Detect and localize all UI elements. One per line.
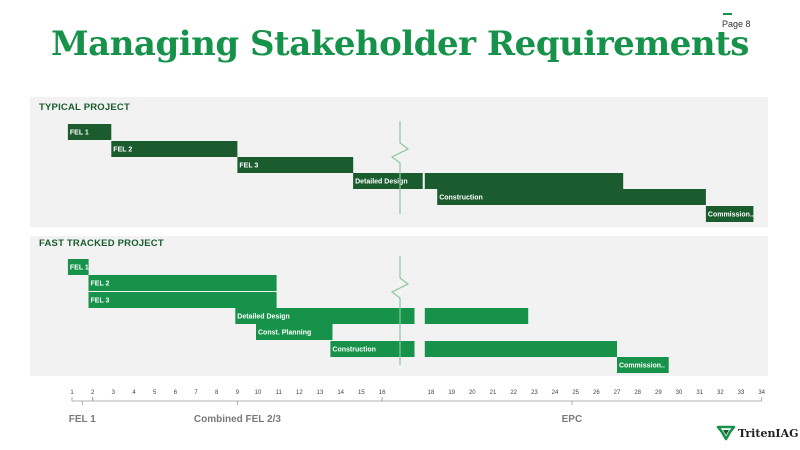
x-tick-label: 16: [379, 390, 386, 396]
x-tick-label: 28: [634, 390, 641, 396]
phase-label: Combined FEL 2/3: [194, 414, 281, 425]
x-tick-label: 20: [469, 390, 476, 396]
gantt-bar: [437, 189, 706, 205]
x-tick-label: 11: [276, 390, 283, 396]
phase-brace: [381, 397, 763, 405]
bar-label: Commission..: [708, 212, 754, 219]
x-tick-label: 22: [510, 390, 517, 396]
bar-label: Detailed Design: [237, 314, 290, 321]
phase-brace: [92, 397, 383, 405]
gantt-bar: [88, 292, 277, 308]
bar-label: Detailed Design: [355, 179, 408, 186]
x-tick-label: 5: [153, 390, 157, 396]
x-tick-label: 10: [255, 390, 262, 396]
axis-break-marker: [390, 121, 410, 214]
x-tick-label: 7: [194, 390, 198, 396]
x-tick-label: 12: [296, 390, 303, 396]
bar-label: FEL 1: [70, 265, 89, 272]
x-tick-label: 32: [717, 390, 724, 396]
page-number-accent: [723, 13, 732, 15]
gantt-bar: [235, 308, 415, 324]
gantt-bar: [111, 141, 238, 157]
phase-brace: [71, 397, 94, 405]
x-tick-label: 3: [112, 390, 116, 396]
x-tick-label: 2: [91, 390, 95, 396]
phase-label: FEL 1: [69, 414, 96, 425]
x-tick-label: 26: [593, 390, 600, 396]
gantt-bar: [617, 357, 669, 373]
fast-tracked-project-label: FAST TRACKED PROJECT: [39, 238, 164, 249]
bar-label: Commission..: [619, 363, 665, 370]
bar-label: Construction: [439, 195, 483, 202]
gantt-bar: [705, 206, 754, 222]
brand-name: TritenIAG: [738, 426, 799, 440]
x-tick-label: 34: [758, 390, 765, 396]
x-tick-label: 8: [215, 390, 219, 396]
x-tick-label: 24: [552, 390, 559, 396]
x-tick-label: 30: [676, 390, 683, 396]
slide-title: Managing Stakeholder Requirements: [51, 24, 749, 64]
gantt-bar: [67, 124, 112, 140]
x-tick-label: 15: [358, 390, 365, 396]
bar-label: FEL 3: [239, 163, 258, 170]
bar-label: FEL 2: [91, 281, 110, 288]
gantt-bar: [88, 275, 277, 291]
brand-mark-icon: [716, 425, 736, 441]
x-tick-label: 21: [490, 390, 497, 396]
axis-break-marker: [390, 256, 410, 365]
x-tick-label: 13: [317, 390, 324, 396]
gantt-bar: [330, 341, 415, 357]
x-tick-label: 33: [738, 390, 745, 396]
x-tick-label: 25: [572, 390, 579, 396]
bar-label: Construction: [332, 347, 376, 354]
gantt-bar: [424, 308, 529, 324]
bar-label: Const. Planning: [258, 330, 311, 337]
x-tick-label: 29: [655, 390, 662, 396]
gantt-bar: [424, 341, 617, 357]
gantt-bar: [237, 157, 354, 173]
gantt-bar: [353, 173, 423, 189]
bar-label: FEL 1: [70, 130, 89, 137]
x-tick-label: 23: [531, 390, 538, 396]
x-tick-label: 19: [448, 390, 455, 396]
phase-label: EPC: [562, 414, 583, 425]
x-tick-label: 9: [236, 390, 240, 396]
gantt-bar: [424, 173, 624, 189]
bar-label: FEL 3: [91, 298, 110, 305]
x-tick-label: 1: [70, 390, 74, 396]
x-tick-label: 14: [337, 390, 344, 396]
x-tick-label: 18: [428, 390, 435, 396]
x-tick-label: 4: [132, 390, 136, 396]
x-tick-label: 6: [174, 390, 178, 396]
brand-logo: TritenIAG: [716, 424, 799, 442]
gantt-bar: [256, 324, 333, 340]
x-tick-label: 31: [696, 390, 703, 396]
typical-project-label: TYPICAL PROJECT: [39, 102, 130, 113]
gantt-bar: [67, 259, 89, 275]
page-number: Page 8: [722, 19, 751, 29]
x-tick-label: 27: [614, 390, 621, 396]
bar-label: FEL 2: [113, 147, 132, 154]
